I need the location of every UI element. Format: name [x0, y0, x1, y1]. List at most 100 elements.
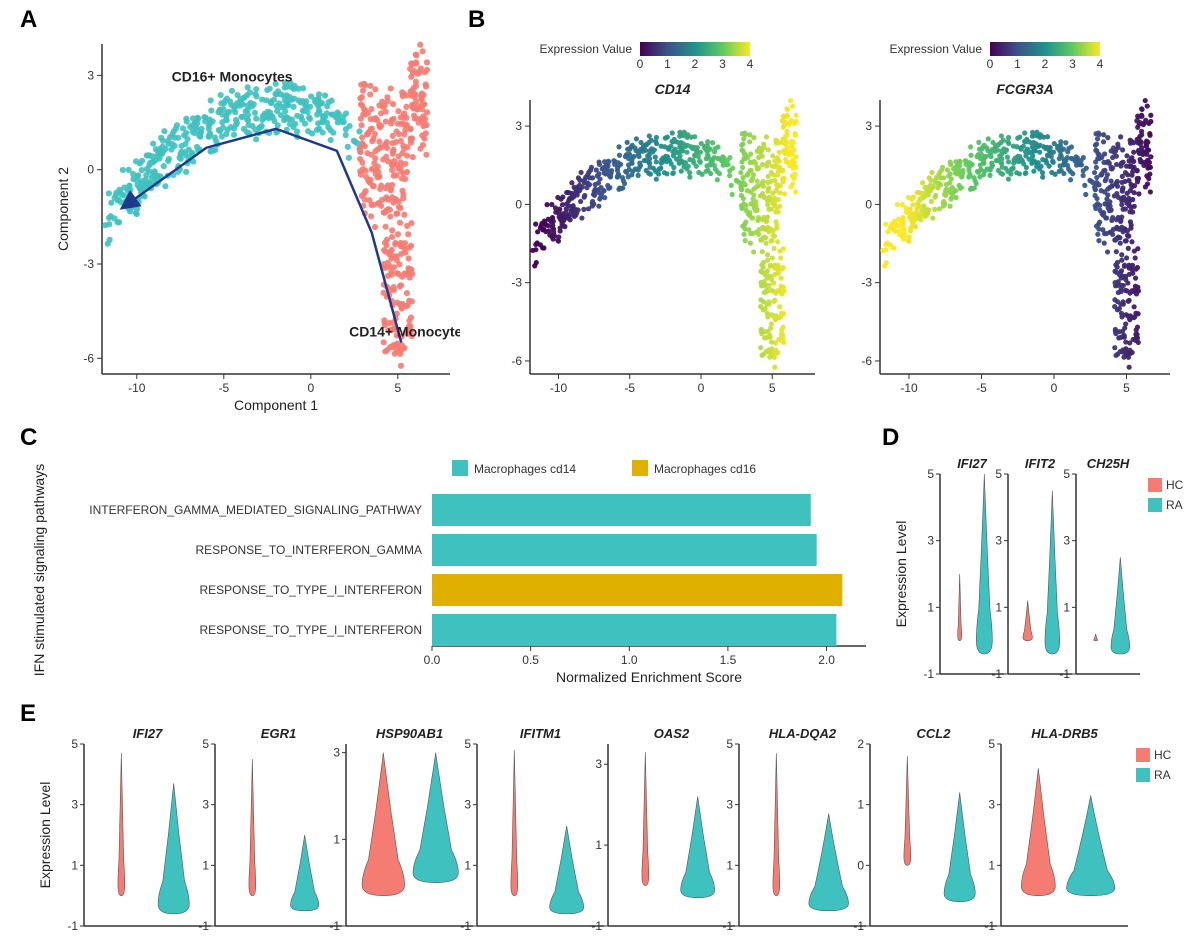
svg-text:0: 0	[515, 197, 522, 211]
panel-d-violins: Expression LevelHCRA-1135IFI27-1135IFIT2…	[890, 450, 1190, 690]
svg-text:-1: -1	[460, 919, 471, 933]
svg-text:-10: -10	[128, 381, 146, 395]
svg-text:HC: HC	[1154, 748, 1172, 762]
svg-text:2.0: 2.0	[818, 653, 835, 667]
svg-text:-1: -1	[991, 667, 1002, 681]
svg-text:Macrophages cd16: Macrophages cd16	[654, 462, 756, 476]
svg-text:1: 1	[464, 858, 471, 872]
svg-text:RESPONSE_TO_TYPE_I_INTERFERON: RESPONSE_TO_TYPE_I_INTERFERON	[199, 583, 422, 597]
svg-text:5: 5	[769, 381, 776, 395]
svg-text:-10: -10	[900, 381, 918, 395]
svg-text:1.0: 1.0	[621, 653, 638, 667]
svg-text:5: 5	[464, 737, 471, 751]
svg-text:-5: -5	[976, 381, 987, 395]
svg-text:-6: -6	[511, 354, 522, 368]
svg-text:IFI27: IFI27	[957, 456, 987, 471]
svg-text:2: 2	[1042, 57, 1049, 71]
svg-text:1: 1	[202, 858, 209, 872]
svg-text:CCL2: CCL2	[917, 726, 952, 741]
svg-text:IFN stimulated signaling pathw: IFN stimulated signaling pathways	[31, 464, 47, 676]
figure-root: A B C D E -10-505-6-303Component 1Compon…	[0, 0, 1200, 950]
svg-text:4: 4	[1097, 57, 1104, 71]
svg-text:-1: -1	[984, 919, 995, 933]
svg-text:IFIT2: IFIT2	[1025, 456, 1056, 471]
svg-text:-6: -6	[861, 354, 872, 368]
svg-text:OAS2: OAS2	[654, 726, 690, 741]
svg-text:1: 1	[927, 600, 934, 614]
svg-text:Normalized Enrichment Score: Normalized Enrichment Score	[556, 669, 742, 685]
svg-text:5: 5	[988, 737, 995, 751]
svg-text:EGR1: EGR1	[261, 726, 296, 741]
svg-text:5: 5	[995, 467, 1002, 481]
svg-text:-1: -1	[198, 919, 209, 933]
svg-text:-1: -1	[329, 919, 340, 933]
svg-text:-1: -1	[853, 919, 864, 933]
svg-text:-5: -5	[218, 381, 229, 395]
svg-text:0: 0	[698, 381, 705, 395]
svg-text:HC: HC	[1166, 478, 1184, 492]
panel-label-c: C	[20, 424, 37, 452]
svg-text:3: 3	[464, 798, 471, 812]
svg-text:Expression Level: Expression Level	[37, 782, 53, 889]
svg-text:1: 1	[988, 858, 995, 872]
svg-text:3: 3	[995, 534, 1002, 548]
svg-text:RA: RA	[1166, 498, 1183, 512]
svg-text:3: 3	[1069, 57, 1076, 71]
svg-text:3: 3	[865, 119, 872, 133]
svg-text:0: 0	[865, 197, 872, 211]
svg-text:0: 0	[857, 858, 864, 872]
svg-text:1: 1	[595, 838, 602, 852]
svg-text:1: 1	[333, 832, 340, 846]
svg-text:5: 5	[202, 737, 209, 751]
svg-text:IFITM1: IFITM1	[520, 726, 561, 741]
svg-text:RESPONSE_TO_INTERFERON_GAMMA: RESPONSE_TO_INTERFERON_GAMMA	[196, 543, 423, 557]
svg-text:1.5: 1.5	[720, 653, 737, 667]
svg-text:3: 3	[202, 798, 209, 812]
svg-text:-3: -3	[861, 276, 872, 290]
svg-text:5: 5	[71, 737, 78, 751]
svg-text:1: 1	[1014, 57, 1021, 71]
svg-text:0.5: 0.5	[522, 653, 539, 667]
svg-text:5: 5	[394, 381, 401, 395]
panel-label-d: D	[882, 424, 899, 452]
svg-text:3: 3	[1063, 534, 1070, 548]
panel-c-barplot: IFN stimulated signaling pathways Macroph…	[30, 450, 880, 690]
svg-text:CD14+ Monocytes: CD14+ Monocytes	[349, 323, 460, 339]
svg-text:CH25H: CH25H	[1087, 456, 1130, 471]
svg-text:-3: -3	[511, 276, 522, 290]
panel-e-violins: Expression LevelHCRA-1135IFI27-1135EGR1-…	[30, 720, 1190, 940]
svg-text:0: 0	[307, 381, 314, 395]
svg-text:3: 3	[333, 746, 340, 760]
svg-text:HSP90AB1: HSP90AB1	[376, 726, 443, 741]
svg-text:CD14: CD14	[655, 81, 691, 97]
svg-text:0: 0	[987, 57, 994, 71]
svg-text:2: 2	[857, 737, 864, 751]
svg-text:0: 0	[1051, 381, 1058, 395]
svg-text:1: 1	[71, 858, 78, 872]
svg-text:RESPONSE_TO_TYPE_I_INTERFERON: RESPONSE_TO_TYPE_I_INTERFERON	[199, 623, 422, 637]
svg-text:CD16+ Monocytes: CD16+ Monocytes	[172, 69, 293, 85]
svg-text:Expression Value: Expression Value	[540, 42, 633, 56]
svg-text:-1: -1	[1059, 667, 1070, 681]
svg-text:HLA-DRB5: HLA-DRB5	[1031, 726, 1098, 741]
svg-text:IFI27: IFI27	[133, 726, 163, 741]
svg-text:1: 1	[995, 600, 1002, 614]
svg-text:2: 2	[692, 57, 699, 71]
svg-text:5: 5	[1123, 381, 1130, 395]
svg-text:-1: -1	[923, 667, 934, 681]
panel-label-a: A	[20, 6, 37, 34]
svg-text:1: 1	[857, 798, 864, 812]
svg-text:5: 5	[1063, 467, 1070, 481]
svg-text:Component 2: Component 2	[55, 167, 71, 251]
svg-text:1: 1	[726, 858, 733, 872]
svg-text:Macrophages cd14: Macrophages cd14	[474, 462, 576, 476]
svg-text:-3: -3	[83, 257, 94, 271]
svg-text:0: 0	[637, 57, 644, 71]
svg-text:1: 1	[1063, 600, 1070, 614]
svg-text:3: 3	[595, 757, 602, 771]
svg-text:-1: -1	[591, 919, 602, 933]
svg-text:0: 0	[87, 163, 94, 177]
svg-text:-10: -10	[550, 381, 568, 395]
svg-text:FCGR3A: FCGR3A	[996, 81, 1054, 97]
svg-text:1: 1	[664, 57, 671, 71]
